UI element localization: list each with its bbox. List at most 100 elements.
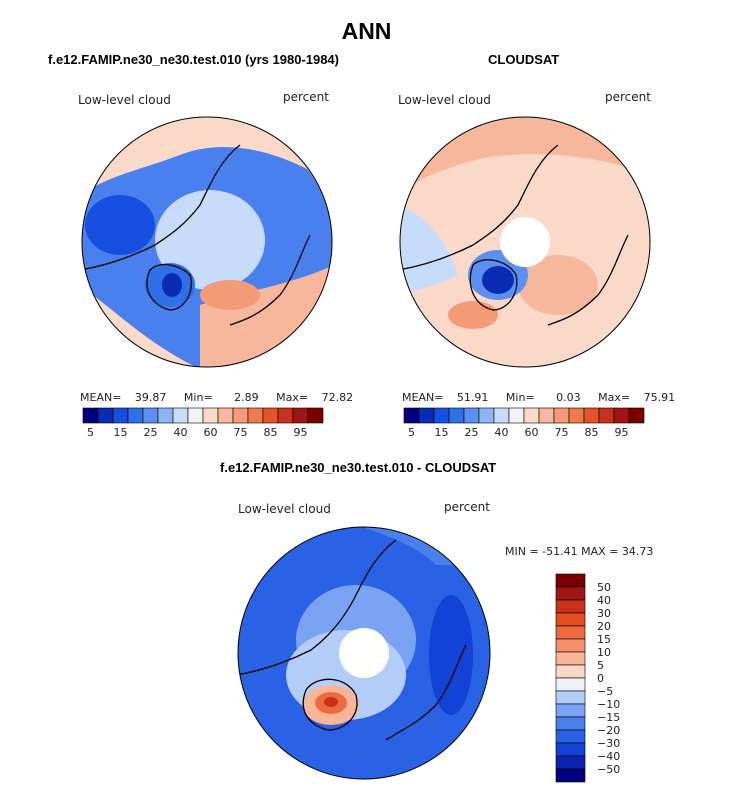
- obs-colorbar: 5 15 25 40 60 75 85 95: [403, 407, 645, 439]
- colorbar-swatch: [613, 407, 630, 424]
- colorbar-swatch: [277, 407, 294, 424]
- diff-colorbar-swatch: [555, 586, 586, 601]
- obs-panel-title: CLOUDSAT: [488, 52, 560, 67]
- model-panel-title: f.e12.FAMIP.ne30_ne30.test.010 (yrs 1980…: [48, 52, 339, 67]
- model-mean-value: 39.87: [134, 391, 167, 404]
- colorbar-tick-label: 95: [294, 426, 308, 439]
- colorbar-swatch: [568, 407, 585, 424]
- map-border: [399, 116, 651, 368]
- colorbar-swatch: [508, 407, 525, 424]
- diff-units-label: percent: [444, 500, 490, 514]
- model-max-label: Max=: [276, 391, 309, 404]
- obs-max-value: 75.91: [643, 391, 676, 404]
- obs-variable-label: Low-level cloud: [398, 93, 491, 107]
- obs-min-label: Min=: [505, 391, 535, 404]
- colorbar-tick-label: 85: [264, 426, 278, 439]
- colorbar-tick-label: 85: [585, 426, 599, 439]
- positive-difference-region: [324, 697, 338, 707]
- model-min-value: 2.89: [234, 391, 259, 404]
- colorbar-swatch: [232, 407, 249, 424]
- colorbar-tick-label: 75: [234, 426, 248, 439]
- model-stats: MEAN= 39.87 Min= 2.89 Max= 72.82: [80, 391, 353, 404]
- diff-colorbar-swatch: [555, 638, 586, 653]
- diff-colorbar-tick-label: 0: [597, 672, 604, 685]
- diff-colorbar-swatch: [555, 677, 586, 692]
- colorbar-swatch: [598, 407, 615, 424]
- diff-colorbar-swatch: [555, 625, 586, 640]
- colorbar-tick-label: 40: [495, 426, 509, 439]
- obs-stats: MEAN= 51.91 Min= 0.03 Max= 75.91: [402, 391, 675, 404]
- diff-colorbar-swatch: [555, 664, 586, 679]
- colorbar-swatch: [157, 407, 174, 424]
- coastline: [229, 234, 311, 326]
- map-border: [237, 526, 491, 780]
- colorbar-swatch: [187, 407, 204, 424]
- colorbar-tick-label: 25: [465, 426, 479, 439]
- colorbar-swatch: [463, 407, 480, 424]
- diff-variable-label: Low-level cloud: [238, 502, 331, 516]
- colorbar-tick-label: 60: [525, 426, 539, 439]
- colorbar-swatch: [292, 407, 309, 424]
- colorbar-swatch: [583, 407, 600, 424]
- colorbar-swatch: [448, 407, 465, 424]
- colorbar-swatch: [433, 407, 450, 424]
- greenland-coastline: [146, 263, 192, 311]
- diff-colorbar-swatch: [555, 703, 586, 718]
- colorbar-swatch: [262, 407, 279, 424]
- high-cloud-field: [448, 301, 498, 329]
- colorbar-tick-label: 5: [87, 426, 94, 439]
- low-cloud-field: [162, 273, 182, 297]
- colorbar-swatch: [202, 407, 219, 424]
- greenland-coastline: [469, 259, 518, 311]
- low-cloud-field: [85, 195, 155, 255]
- diff-colorbar-swatch: [555, 573, 586, 588]
- diff-minmax-text: MIN = -51.41 MAX = 34.73: [505, 545, 654, 558]
- colorbar-tick-label: 25: [144, 426, 158, 439]
- colorbar-swatch: [307, 407, 324, 424]
- diff-colorbar-tick-label: 30: [597, 607, 611, 620]
- model-polar-map: [81, 116, 333, 368]
- colorbar-swatch: [403, 407, 420, 424]
- arctic-ocean-field: [155, 190, 265, 290]
- high-cloud-field: [518, 255, 598, 315]
- colorbar-tick-label: 95: [615, 426, 629, 439]
- low-cloud-field: [400, 205, 458, 295]
- model-colorbar: 5 15 25 40 60 75 85 95: [82, 407, 324, 439]
- model-variable-label: Low-level cloud: [78, 93, 171, 107]
- colorbar-swatch: [493, 407, 510, 424]
- diff-colorbar-tick-label: −15: [597, 711, 620, 724]
- colorbar-swatch: [628, 407, 645, 424]
- low-cloud-field: [482, 266, 514, 294]
- colorbar-swatch: [127, 407, 144, 424]
- colorbar-swatch: [247, 407, 264, 424]
- colorbar-swatch: [523, 407, 540, 424]
- coastline: [547, 234, 629, 326]
- coastline: [385, 644, 467, 741]
- colorbar-swatch: [172, 407, 189, 424]
- model-mean-label: MEAN=: [80, 391, 122, 404]
- positive-anomaly-region: [82, 117, 332, 195]
- colorbar-swatch: [217, 407, 234, 424]
- model-units-label: percent: [283, 90, 329, 104]
- obs-polar-map: [399, 116, 651, 368]
- diff-colorbar-swatch: [555, 651, 586, 666]
- colorbar-tick-label: 15: [114, 426, 128, 439]
- colorbar-swatch: [418, 407, 435, 424]
- diff-colorbar-tick-label: 50: [597, 581, 611, 594]
- coastline: [82, 144, 241, 271]
- colorbar-tick-label: 40: [174, 426, 188, 439]
- missing-data-pole-hole: [339, 628, 389, 678]
- model-min-label: Min=: [183, 391, 213, 404]
- diff-colorbar-tick-label: −50: [597, 763, 620, 776]
- diff-colorbar-swatch: [555, 755, 586, 770]
- coastline: [238, 539, 397, 676]
- positive-anomaly-region: [400, 117, 650, 195]
- obs-units-label: percent: [605, 90, 651, 104]
- colorbar-tick-label: 5: [408, 426, 415, 439]
- diff-colorbar-swatch: [555, 729, 586, 744]
- diff-colorbar-tick-label: 20: [597, 620, 611, 633]
- obs-max-label: Max=: [598, 391, 631, 404]
- diff-colorbar-tick-label: 40: [597, 594, 611, 607]
- diff-polar-map: [237, 526, 491, 780]
- greenland-coastline: [302, 678, 358, 731]
